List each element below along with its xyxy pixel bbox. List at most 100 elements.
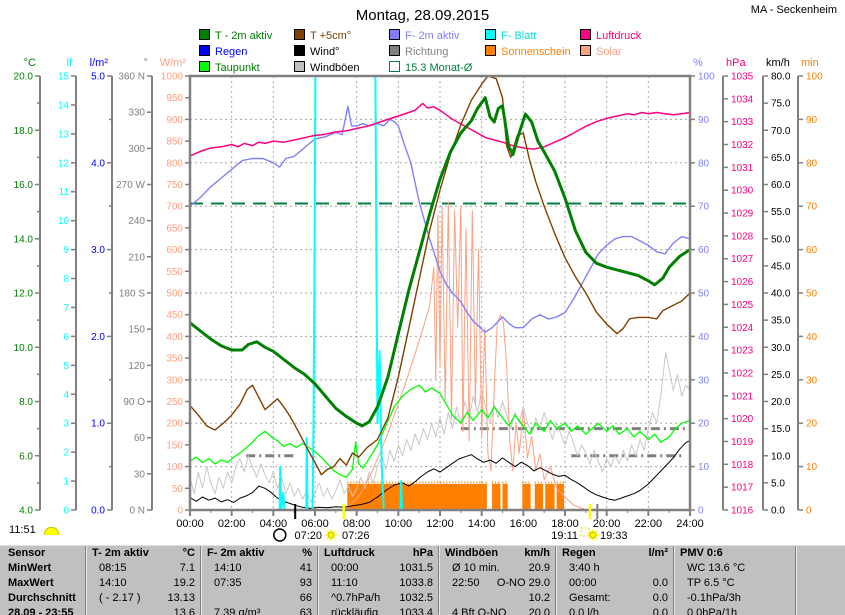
svg-text:450: 450 [166,310,183,321]
svg-text:750: 750 [166,180,183,191]
svg-text:5.0: 5.0 [91,72,105,83]
svg-text:10: 10 [806,462,818,473]
svg-text:500: 500 [166,289,183,300]
column-header: T- 2m aktiv °C [85,546,200,561]
svg-text:900: 900 [166,115,183,126]
weather-chart: °C4.06.08.010.012.014.016.018.020.0lf012… [14,57,824,542]
svg-text:4: 4 [63,390,69,401]
svg-text:45.0: 45.0 [771,261,791,272]
svg-text:270 W: 270 W [116,180,145,191]
svg-text:2.0: 2.0 [91,332,105,343]
table-cell: 14:10 19.2 [85,576,200,591]
svg-text:13: 13 [58,129,70,140]
sun-icon [587,529,599,541]
legend-swatch-icon [485,45,496,56]
legend-item: F- 2m aktiv [389,29,459,42]
table-row: MaxWert 14:10 19.2 07:35 93 11:10 1033.8 22:50 O… [0,576,845,591]
svg-text:90: 90 [806,115,818,126]
series-temp-5cm [190,76,690,476]
svg-text:1033: 1033 [731,117,754,128]
series-solar [190,201,690,510]
x-axis: 00:00 02:00 04:00 06:00 08:00 10:00 12:00 14:00… [176,510,704,530]
svg-text:330: 330 [128,108,145,119]
svg-text:550: 550 [166,267,183,278]
svg-text:80.0: 80.0 [771,72,791,83]
series-layer [190,76,690,510]
table-cell: 07:35 93 [200,576,317,591]
legend-label: Richtung [405,46,449,58]
svg-text:5.0: 5.0 [771,478,785,489]
table-cell: 10.2 [438,591,555,606]
legend-item: Luftdruck [580,29,641,42]
legend-swatch-icon [580,45,591,56]
svg-text:70: 70 [698,202,710,213]
svg-text:02:00: 02:00 [218,518,246,530]
svg-text:1020: 1020 [731,414,754,425]
svg-text:150: 150 [128,325,145,336]
column-header: F- 2m aktiv% [200,546,317,561]
moon-icon [44,527,59,535]
svg-text:0.0: 0.0 [91,506,105,517]
column-header: Windböen km/h [438,546,555,561]
table-row: 28.09 - 23:55 13.6 7.39 g/m³ 63 rückläufig 10… [0,606,845,615]
moon-time-label: 11:51 [9,524,36,536]
axis-%: % 0 10 20 30 40 50 60 70 80 90 100 [689,57,715,517]
svg-text:150: 150 [166,440,183,451]
table-cell: 4 Bft O-NO 20.0 [438,606,555,615]
svg-text:4.0: 4.0 [19,506,33,517]
legend-swatch-icon [294,29,305,40]
svg-text:16:00: 16:00 [510,518,538,530]
svg-text:90: 90 [698,115,710,126]
svg-text:300: 300 [128,144,145,155]
svg-text:250: 250 [166,397,183,408]
legend-label: F- Blatt [501,30,537,42]
svg-text:90 O: 90 O [123,397,145,408]
axis-°: ° 0 N 30 60 90 O 120 150 180 S 210 240 270 W 300 330… [116,57,153,517]
sunrise-time-2: 07:26 [342,530,370,542]
svg-text:04:00: 04:00 [260,518,288,530]
svg-text:350: 350 [166,354,183,365]
moon-phase-icon [273,528,287,542]
axis-W/m²: W/m² 0 50 100 150 200 250 300 350 400 450 500 550 600… [160,57,191,517]
svg-text:80: 80 [698,158,710,169]
series-windboeen [190,352,690,503]
svg-text:12.0: 12.0 [14,289,34,300]
legend-item: F- Blatt [485,29,537,42]
legend-label: Sonnenschein [501,46,571,58]
svg-text:1024: 1024 [731,323,754,334]
svg-text:6: 6 [63,332,69,343]
legend-swatch-icon [199,45,210,56]
svg-text:0: 0 [63,506,69,517]
svg-text:08:00: 08:00 [343,518,371,530]
svg-text:40: 40 [698,332,710,343]
column-header: Regen l/m² [555,546,673,561]
svg-text:30.0: 30.0 [771,343,791,354]
svg-text:1026: 1026 [731,277,754,288]
svg-text:650: 650 [166,223,183,234]
svg-text:1016: 1016 [731,506,754,517]
legend-label: Regen [215,46,248,58]
row-label: Durchschnitt [8,592,76,604]
legend-item: Wind° [294,45,340,58]
svg-text:50: 50 [172,484,184,495]
legend-label: Wind° [310,46,340,58]
svg-text:14: 14 [58,100,70,111]
svg-text:min: min [801,57,819,69]
svg-text:20: 20 [698,419,710,430]
axis-l/m²: l/m² 0.0 1.0 2.0 3.0 4.0 5.0 [90,57,113,517]
svg-text:2: 2 [63,448,69,459]
svg-text:60: 60 [806,245,818,256]
legend-swatch-icon [294,61,305,72]
table-cell: -0.1hPa/3h [673,591,795,606]
svg-text:1034: 1034 [731,94,754,105]
legend-swatch-icon [485,29,496,40]
table-header-row: Sensor T- 2m aktiv °C F- 2m aktiv% Luftdruck… [0,546,845,561]
svg-text:1019: 1019 [731,437,754,448]
svg-text:3.0: 3.0 [91,245,105,256]
svg-text:120: 120 [128,361,145,372]
table-cell: 0.0 l/h 0.0 [555,606,673,615]
svg-text:%: % [693,57,703,69]
svg-text:1022: 1022 [731,368,754,379]
svg-text:70.0: 70.0 [771,126,791,137]
